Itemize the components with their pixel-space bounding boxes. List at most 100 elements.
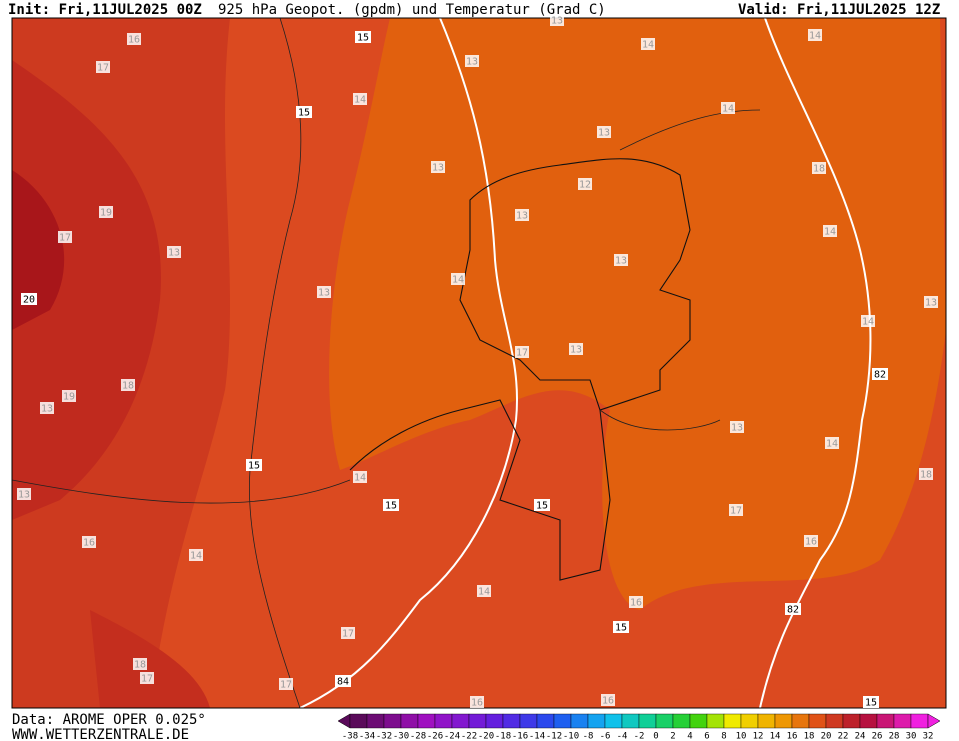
temp-label: 13 xyxy=(570,345,582,356)
temp-label: 17 xyxy=(516,348,528,359)
temp-label: 14 xyxy=(478,587,490,598)
temp-label-box xyxy=(133,658,147,670)
colorbar-cell xyxy=(451,713,470,729)
geopot-label-box xyxy=(246,459,262,471)
temp-label: 13 xyxy=(516,211,528,222)
geopot-contour xyxy=(759,17,872,709)
temp-label-box xyxy=(569,343,583,355)
colorbar-label: 14 xyxy=(770,732,781,741)
temp-label: 18 xyxy=(122,381,134,392)
temp-label-box xyxy=(470,696,484,708)
temp-label-box xyxy=(99,206,113,218)
temp-label-box xyxy=(924,296,938,308)
temp-label: 16 xyxy=(471,698,483,709)
colorbar-label: 8 xyxy=(721,732,726,741)
geopot-label: 82 xyxy=(787,605,799,616)
colorbar-cell xyxy=(655,713,674,729)
temp-label-box xyxy=(515,346,529,358)
temp-label-box xyxy=(614,254,628,266)
colorbar-label: -10 xyxy=(563,732,579,741)
colorbar-cell xyxy=(876,713,895,729)
temp-label: 17 xyxy=(280,680,292,691)
temp-label-box xyxy=(823,225,837,237)
colorbar-cell xyxy=(774,713,793,729)
geopot-label: 84 xyxy=(337,677,349,688)
temp-label: 13 xyxy=(615,256,627,267)
data-source: Data: AROME OPER 0.025° xyxy=(12,712,206,728)
colorbar-label: -22 xyxy=(461,732,477,741)
colorbar-label: 2 xyxy=(670,732,675,741)
temp-label: 18 xyxy=(813,164,825,175)
colorbar-cell xyxy=(502,713,521,729)
temp-label: 13 xyxy=(318,288,330,299)
colorbar-label: 28 xyxy=(889,732,900,741)
geopot-label-box xyxy=(296,106,312,118)
site: WWW.WETTERZENTRALE.DE xyxy=(12,727,189,741)
colorbar-cell xyxy=(672,713,691,729)
temp-label-box xyxy=(317,286,331,298)
temp-label-box xyxy=(601,694,615,706)
colorbar-cell xyxy=(604,713,623,729)
temp-label: 13 xyxy=(466,57,478,68)
temp-label: 16 xyxy=(805,537,817,548)
temp-label-box xyxy=(121,379,135,391)
geopot-label: 15 xyxy=(536,501,548,512)
temp-label-box xyxy=(629,596,643,608)
geopot-label-box xyxy=(872,368,888,380)
colorbar-cell xyxy=(519,713,538,729)
geopot-label-box xyxy=(21,293,37,305)
colorbar-cell xyxy=(349,713,368,729)
colorbar-label: 24 xyxy=(855,732,866,741)
colorbar-cell xyxy=(434,713,453,729)
colorbar-label: -4 xyxy=(617,732,628,741)
title: 925 hPa Geopot. (gpdm) und Temperatur (G… xyxy=(218,2,606,18)
geopot-label-box xyxy=(613,621,629,633)
temp-label-box xyxy=(40,402,54,414)
colorbar-label: 18 xyxy=(804,732,815,741)
colorbar-cell xyxy=(740,713,759,729)
temp-label: 12 xyxy=(579,180,591,191)
temp-label-box xyxy=(804,535,818,547)
colorbar-cell xyxy=(910,713,929,729)
temp-label: 18 xyxy=(920,470,932,481)
temp-label: 13 xyxy=(598,128,610,139)
colorbar-label: -28 xyxy=(410,732,426,741)
temp-label-box xyxy=(641,38,655,50)
colorbar-cell xyxy=(723,713,742,729)
colorbar-cell xyxy=(536,713,555,729)
colorbar-cell xyxy=(842,713,861,729)
colorbar-label: -32 xyxy=(376,732,392,741)
field-warm-s xyxy=(90,610,210,708)
geopot-label-box xyxy=(383,499,399,511)
geopot-label: 20 xyxy=(23,295,35,306)
border xyxy=(11,109,761,504)
colorbar-label: 6 xyxy=(704,732,709,741)
temp-label-box xyxy=(58,231,72,243)
geopot-contour-thin xyxy=(249,17,302,709)
colorbar-cell xyxy=(638,713,657,729)
temp-label-box xyxy=(729,504,743,516)
colorbar-cell xyxy=(808,713,827,729)
colorbar-cell xyxy=(553,713,572,729)
field-hot xyxy=(12,170,65,330)
colorbar-label: 16 xyxy=(787,732,798,741)
temp-label-box xyxy=(808,29,822,41)
temp-label-box xyxy=(597,126,611,138)
temp-label: 13 xyxy=(731,423,743,434)
geopot-label: 15 xyxy=(357,33,369,44)
colorbar-cell xyxy=(757,713,776,729)
temp-label: 16 xyxy=(83,538,95,549)
temp-label-box xyxy=(451,273,465,285)
colorbar-cell xyxy=(366,713,385,729)
temp-label: 14 xyxy=(862,317,874,328)
temp-label-box xyxy=(17,488,31,500)
map xyxy=(11,17,947,709)
temp-label: 14 xyxy=(190,551,202,562)
temp-label: 14 xyxy=(642,40,654,51)
temp-label: 13 xyxy=(18,490,30,501)
colorbar-cell xyxy=(706,713,725,729)
temp-label: 13 xyxy=(925,298,937,309)
temp-label-box xyxy=(353,471,367,483)
colorbar-cell xyxy=(893,713,912,729)
geopot-label: 82 xyxy=(874,370,886,381)
